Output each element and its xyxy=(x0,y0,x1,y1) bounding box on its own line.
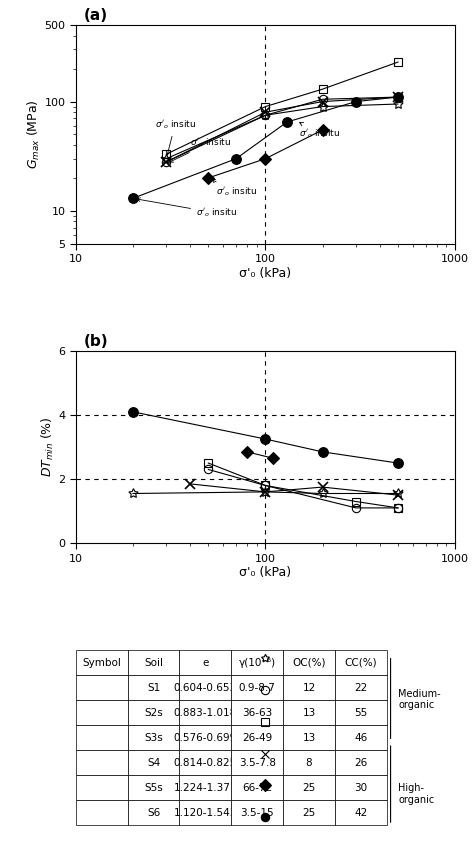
Text: (a): (a) xyxy=(83,8,108,23)
Y-axis label: $DT_{min}$ (%): $DT_{min}$ (%) xyxy=(39,417,55,477)
Text: $\sigma'_o$ insitu: $\sigma'_o$ insitu xyxy=(299,122,340,140)
Text: $\sigma'_o$ insitu: $\sigma'_o$ insitu xyxy=(170,136,231,163)
Text: Medium-
organic: Medium- organic xyxy=(398,689,441,710)
Text: $\sigma'_o$ insitu: $\sigma'_o$ insitu xyxy=(137,198,237,219)
Text: High-
organic: High- organic xyxy=(398,783,434,804)
X-axis label: σ'₀ (kPa): σ'₀ (kPa) xyxy=(239,267,292,280)
Text: $\sigma'_o$ insitu: $\sigma'_o$ insitu xyxy=(155,119,195,155)
Text: (b): (b) xyxy=(83,334,108,349)
X-axis label: σ'₀ (kPa): σ'₀ (kPa) xyxy=(239,567,292,579)
Y-axis label: $G_{max}$ (MPa): $G_{max}$ (MPa) xyxy=(26,99,42,169)
Text: $\sigma'_o$ insitu: $\sigma'_o$ insitu xyxy=(212,179,257,199)
